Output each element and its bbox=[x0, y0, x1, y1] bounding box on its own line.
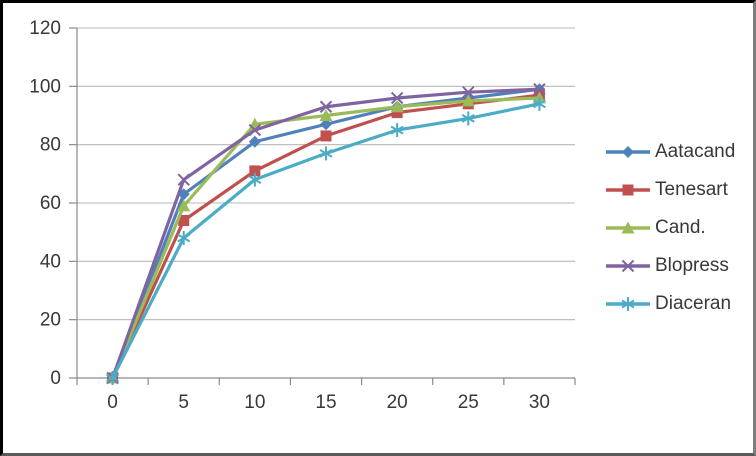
y-tick-label: 20 bbox=[40, 310, 61, 331]
asterisk-marker-icon bbox=[390, 125, 404, 135]
x-marker-icon bbox=[533, 83, 546, 96]
legend-item-cand: Cand. bbox=[606, 216, 735, 240]
asterisk-marker-icon bbox=[319, 149, 333, 158]
asterisk-marker-icon bbox=[621, 299, 635, 309]
x-tick-label: 20 bbox=[387, 392, 408, 413]
x-tick-label: 30 bbox=[529, 392, 550, 413]
legend-label: Cand. bbox=[655, 217, 706, 238]
legend-swatch bbox=[606, 297, 650, 311]
legend-swatch bbox=[606, 184, 650, 196]
x-tick-label: 15 bbox=[315, 392, 336, 413]
y-tick-label: 120 bbox=[29, 18, 61, 39]
chart-canvas: 0 20 40 60 80 100 120 0 5 10 15 20 25 30 bbox=[29, 18, 576, 413]
x-marker-icon bbox=[621, 259, 635, 273]
triangle-marker-icon bbox=[177, 199, 191, 212]
square-marker-icon bbox=[391, 107, 403, 119]
y-tick-label: 40 bbox=[40, 251, 61, 272]
asterisk-marker-icon bbox=[106, 373, 120, 383]
square-marker-icon bbox=[622, 184, 634, 196]
legend-swatch bbox=[606, 221, 650, 234]
legend-label: Diaceran bbox=[655, 293, 732, 314]
asterisk-marker-icon bbox=[532, 99, 546, 109]
triangle-marker-icon bbox=[461, 94, 475, 107]
legend-label: Aatacand bbox=[655, 141, 736, 162]
x-marker-icon bbox=[248, 123, 262, 137]
x-marker-icon bbox=[462, 85, 475, 99]
square-marker-icon bbox=[249, 165, 261, 177]
legend-item-tenesart: Tenesart bbox=[606, 178, 735, 202]
triangle-marker-icon bbox=[319, 109, 333, 121]
asterisk-marker-icon bbox=[461, 114, 475, 123]
asterisk-marker-icon bbox=[248, 175, 262, 185]
diamond-marker-icon bbox=[248, 135, 261, 148]
y-tick-label: 80 bbox=[40, 135, 61, 156]
y-tick-label: 60 bbox=[40, 193, 61, 214]
asterisk-marker-icon bbox=[177, 233, 191, 243]
legend-item-blopress: Blopress bbox=[606, 254, 735, 278]
triangle-marker-icon bbox=[621, 221, 635, 234]
x-tick-label: 5 bbox=[178, 392, 189, 413]
legend-item-diaceran: Diaceran bbox=[606, 292, 735, 316]
y-tick-label: 0 bbox=[50, 368, 61, 389]
diamond-marker-icon bbox=[622, 146, 634, 158]
diamond-marker-icon bbox=[320, 118, 332, 131]
legend-swatch bbox=[606, 146, 650, 158]
x-marker-icon bbox=[390, 91, 404, 105]
legend-label: Blopress bbox=[655, 255, 729, 276]
x-tick-label: 10 bbox=[244, 392, 265, 413]
x-tick-label: 0 bbox=[107, 392, 118, 413]
triangle-marker-icon bbox=[390, 100, 404, 113]
legend-label: Tenesart bbox=[655, 179, 728, 200]
y-tick-label: 100 bbox=[29, 76, 61, 97]
legend-swatch bbox=[606, 259, 650, 273]
x-tick-label: 25 bbox=[458, 392, 479, 413]
square-marker-icon bbox=[178, 215, 190, 226]
x-marker-icon bbox=[319, 100, 333, 113]
legend-item-aatacand: Aatacand bbox=[606, 140, 735, 164]
legend: Aatacand Tenesart Cand. Blopress Diacera… bbox=[606, 140, 735, 316]
x-marker-icon bbox=[177, 173, 190, 186]
square-marker-icon bbox=[320, 130, 332, 142]
